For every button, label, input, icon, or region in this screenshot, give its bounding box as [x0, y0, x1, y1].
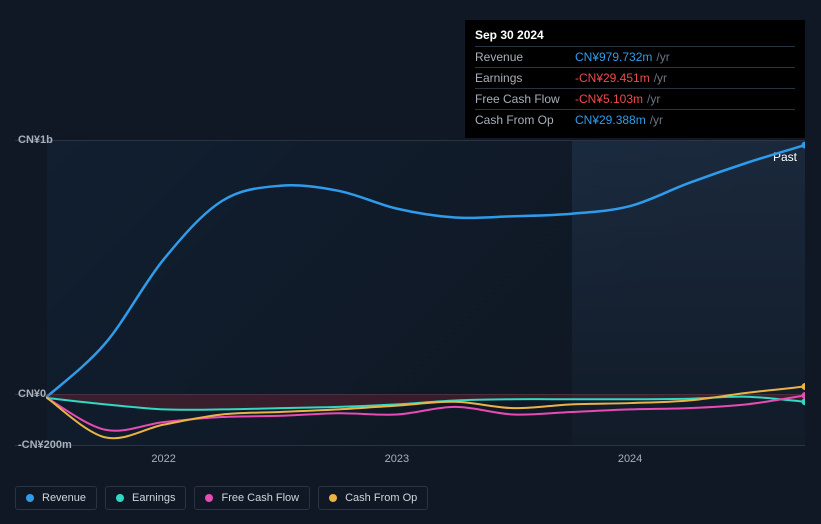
chart-lines: [15, 140, 805, 445]
tooltip-metric-unit: /yr: [656, 50, 669, 64]
tooltip-row: Cash From OpCN¥29.388m/yr: [475, 109, 795, 130]
tooltip-metric-label: Earnings: [475, 71, 575, 85]
legend-label: Revenue: [42, 492, 86, 504]
tooltip-metric-value: -CN¥29.451m: [575, 71, 650, 85]
legend-label: Earnings: [132, 492, 175, 504]
y-axis-label: -CN¥200m: [18, 439, 72, 451]
legend-item[interactable]: Free Cash Flow: [194, 486, 310, 510]
gridline: [15, 445, 805, 446]
legend-dot: [329, 494, 337, 502]
data-tooltip: Sep 30 2024 RevenueCN¥979.732m/yrEarning…: [465, 20, 805, 138]
series-end-marker: [802, 142, 806, 149]
legend-dot: [205, 494, 213, 502]
tooltip-date: Sep 30 2024: [475, 26, 795, 46]
legend: Revenue Earnings Free Cash Flow Cash From O…: [15, 486, 428, 510]
plot-area: Past: [15, 140, 805, 445]
legend-item[interactable]: Cash From Op: [318, 486, 428, 510]
tooltip-metric-unit: /yr: [654, 71, 667, 85]
tooltip-row: RevenueCN¥979.732m/yr: [475, 46, 795, 67]
series-line: [47, 145, 805, 397]
y-axis-label: CN¥0: [18, 388, 46, 400]
legend-dot: [116, 494, 124, 502]
legend-label: Free Cash Flow: [221, 492, 299, 504]
tooltip-metric-label: Cash From Op: [475, 113, 575, 127]
legend-item[interactable]: Revenue: [15, 486, 97, 510]
y-axis-label: CN¥1b: [18, 134, 53, 146]
x-axis-label: 2022: [151, 453, 175, 465]
tooltip-metric-label: Free Cash Flow: [475, 92, 575, 106]
tooltip-metric-unit: /yr: [647, 92, 660, 106]
legend-label: Cash From Op: [345, 492, 417, 504]
tooltip-metric-value: CN¥29.388m: [575, 113, 646, 127]
tooltip-row: Earnings-CN¥29.451m/yr: [475, 67, 795, 88]
x-axis-label: 2023: [385, 453, 409, 465]
tooltip-metric-value: -CN¥5.103m: [575, 92, 643, 106]
legend-dot: [26, 494, 34, 502]
tooltip-metric-unit: /yr: [650, 113, 663, 127]
tooltip-metric-label: Revenue: [475, 50, 575, 64]
tooltip-row: Free Cash Flow-CN¥5.103m/yr: [475, 88, 795, 109]
series-end-marker: [802, 383, 806, 390]
tooltip-metric-value: CN¥979.732m: [575, 50, 652, 64]
financial-chart: Past CN¥1b CN¥0 -CN¥200m 2022 2023 2024 Sep …: [0, 0, 821, 524]
legend-item[interactable]: Earnings: [105, 486, 186, 510]
x-axis-label: 2024: [618, 453, 642, 465]
